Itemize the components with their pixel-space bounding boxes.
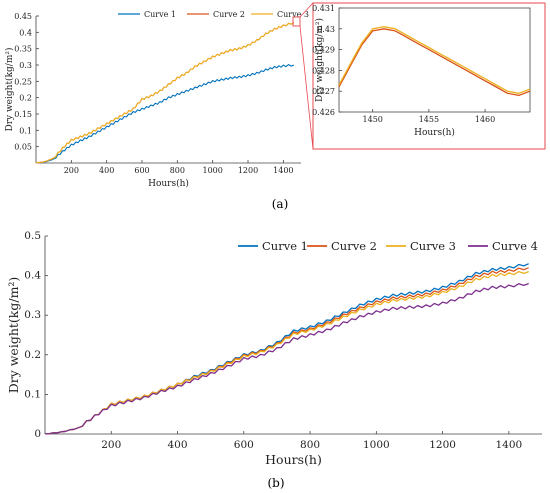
y-axis-label: Dry weight(kg/m²) bbox=[4, 48, 15, 132]
x-tick-label: 1000 bbox=[363, 439, 390, 451]
x-tick-label: 400 bbox=[168, 439, 188, 451]
caption-a: (a) bbox=[272, 197, 289, 211]
y-tick-label: 0.4 bbox=[24, 270, 41, 282]
y-tick-label: 0.5 bbox=[24, 230, 41, 242]
x-axis-label: Hours(h) bbox=[265, 452, 322, 467]
y-tick-label: 0.2 bbox=[19, 94, 32, 103]
series-line-curve-2 bbox=[36, 22, 295, 164]
x-tick-label: 1000 bbox=[202, 166, 222, 175]
plot-frame bbox=[338, 7, 531, 113]
y-tick-label: 0.1 bbox=[19, 126, 32, 135]
x-tick-label: 1400 bbox=[273, 166, 293, 175]
y-tick-label: 0.35 bbox=[14, 45, 32, 54]
x-tick-label: 1460 bbox=[475, 115, 495, 124]
series-line-curve-2 bbox=[44, 267, 529, 435]
series-line-curve-3 bbox=[44, 270, 529, 435]
y-tick-label: 0.431 bbox=[312, 4, 335, 13]
y-tick-label: 0.3 bbox=[24, 309, 41, 321]
y-axis-label: Dry weight(kg/m²) bbox=[6, 277, 21, 394]
legend-label: Curve 3 bbox=[277, 10, 309, 19]
series-line-curve-1 bbox=[35, 64, 295, 164]
x-tick-label: 800 bbox=[170, 166, 185, 175]
legend-label: Curve 2 bbox=[331, 239, 377, 253]
y-tick-label: 0.426 bbox=[312, 108, 335, 117]
legend-label: Curve 1 bbox=[262, 239, 308, 253]
x-tick-label: 400 bbox=[99, 166, 114, 175]
x-tick-label: 200 bbox=[64, 166, 79, 175]
x-axis-label: Hours(h) bbox=[414, 127, 455, 138]
x-tick-label: 600 bbox=[234, 439, 254, 451]
x-tick-label: 200 bbox=[101, 439, 121, 451]
chart-a-main: 200 400 600 800 1000 1200 1400 0.05 0.1 0.15 0.2 0.… bbox=[4, 10, 309, 189]
x-tick-label: 1200 bbox=[238, 166, 258, 175]
legend-label: Curve 4 bbox=[492, 239, 538, 253]
zoom-connector-line bbox=[299, 2, 314, 18]
y-tick-label: 0.4 bbox=[19, 28, 32, 37]
y-tick-label: 0.428 bbox=[312, 66, 335, 75]
y-axis-label: Dry weight(kg/m²) bbox=[314, 18, 325, 102]
legend-label: Curve 3 bbox=[410, 239, 456, 253]
zoom-region-box bbox=[292, 16, 301, 27]
y-tick-label: 0.427 bbox=[312, 87, 335, 96]
series-line-curve-3 bbox=[36, 22, 295, 164]
x-tick-label: 1455 bbox=[419, 115, 439, 124]
y-tick-label: 0.429 bbox=[312, 46, 335, 55]
x-tick-label: 1200 bbox=[429, 439, 456, 451]
y-tick-label: 0.05 bbox=[14, 143, 32, 152]
legend-label: Curve 1 bbox=[144, 10, 176, 19]
zoom-inset-border bbox=[312, 2, 546, 150]
caption-b: (b) bbox=[267, 476, 284, 490]
zoom-connector bbox=[292, 2, 546, 150]
series-line-curve-3 bbox=[338, 26, 531, 94]
series-line-curve-4 bbox=[44, 282, 529, 435]
series-line-curve-2 bbox=[338, 28, 531, 97]
x-tick-label: 800 bbox=[300, 439, 320, 451]
x-tick-label: 1450 bbox=[363, 115, 383, 124]
x-tick-label: 600 bbox=[134, 166, 149, 175]
y-tick-label: 0.25 bbox=[14, 77, 32, 86]
x-tick-label: 1400 bbox=[495, 439, 522, 451]
y-tick-label: 0.3 bbox=[19, 61, 32, 70]
zoom-connector-line bbox=[299, 25, 314, 150]
y-tick-label: 0 bbox=[34, 428, 41, 440]
y-tick-label: 0.15 bbox=[14, 110, 32, 119]
y-tick-label: 0.1 bbox=[24, 388, 41, 400]
y-tick-label: 0.45 bbox=[14, 12, 32, 21]
legend-label: Curve 2 bbox=[213, 10, 245, 19]
chart-b: 200 400 600 800 1000 1200 1400 0 0.1 0.2 0.3 0.4 0.5… bbox=[6, 230, 542, 467]
x-axis-label: Hours(h) bbox=[148, 178, 189, 189]
y-tick-label: 0.2 bbox=[24, 349, 41, 361]
chart-a-zoom-inset: 1450 1455 1460 0.426 0.427 0.428 0.429 0.43 0.43… bbox=[312, 4, 531, 138]
y-tick-label: 0.43 bbox=[317, 25, 335, 34]
